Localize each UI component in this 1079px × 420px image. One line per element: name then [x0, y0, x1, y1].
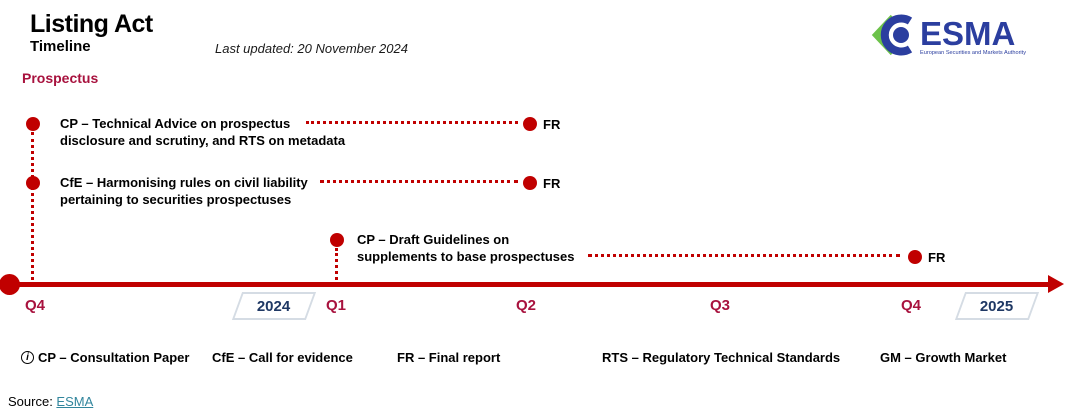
legend-item-fr: FR – Final report — [397, 350, 501, 365]
milestone-end-dot — [523, 176, 537, 190]
axis-quarter-label: Q3 — [710, 297, 731, 314]
item-line1: CfE – Harmonising rules on civil liabili… — [60, 175, 308, 190]
item-line2: supplements to base prospectuses — [357, 249, 575, 264]
vertical-connector-line — [31, 132, 34, 280]
logo-crescent-icon — [880, 14, 913, 56]
item-line1: CP – Technical Advice on prospectus — [60, 116, 291, 131]
axis-quarter-label: Q2 — [516, 297, 537, 314]
axis-quarter-label: Q1 — [326, 297, 347, 314]
dotted-leader-line — [320, 180, 518, 183]
logo-eye-icon — [893, 27, 909, 43]
item-line2: disclosure and scrutiny, and RTS on meta… — [60, 133, 346, 148]
timeline-axis — [8, 282, 1050, 287]
item-line1: CP – Draft Guidelines on — [357, 232, 510, 247]
esma-logo: ESMA European Securities and Markets Aut… — [871, 14, 1026, 56]
year-badge-2025: 2025 — [954, 292, 1040, 320]
milestone-end-dot — [523, 117, 537, 131]
info-icon: i — [21, 351, 34, 364]
year-label: 2024 — [257, 297, 291, 315]
axis-quarter-label: Q4 — [901, 297, 922, 314]
timeline-item-label: CfE – Harmonising rules on civil liabili… — [60, 174, 308, 208]
dotted-leader-line — [306, 121, 518, 124]
axis-arrowhead-icon — [1048, 275, 1064, 293]
axis-quarter-label: Q4 — [25, 297, 46, 314]
item-line2: pertaining to securities prospectuses — [60, 192, 292, 207]
source-line: Source: ESMA — [8, 394, 93, 409]
source-link[interactable]: ESMA — [56, 394, 94, 409]
milestone-end-dot — [908, 250, 922, 264]
vertical-connector-line — [335, 248, 338, 280]
year-badge-2024: 2024 — [231, 292, 317, 320]
last-updated-text: Last updated: 20 November 2024 — [215, 41, 408, 56]
legend-item-gm: GM – Growth Market — [880, 350, 1007, 365]
page-title: Listing Act — [30, 10, 153, 38]
end-marker-label: FR — [543, 117, 561, 132]
legend-item-rts: RTS – Regulatory Technical Standards — [602, 350, 841, 365]
end-marker-label: FR — [543, 176, 561, 191]
legend-item-cp: CP – Consultation Paper — [38, 350, 190, 365]
dotted-leader-line — [588, 254, 900, 257]
section-title-prospectus: Prospectus — [22, 70, 99, 86]
timeline-item-label: CP – Technical Advice on prospectus disc… — [60, 115, 345, 149]
legend-item-cfe: CfE – Call for evidence — [212, 350, 353, 365]
year-label: 2025 — [980, 297, 1014, 315]
logo-tagline: European Securities and Markets Authorit… — [920, 50, 1026, 56]
axis-start-dot — [0, 274, 20, 295]
end-marker-label: FR — [928, 250, 946, 265]
timeline-item-label: CP – Draft Guidelines on supplements to … — [357, 231, 574, 265]
page-subtitle: Timeline — [30, 38, 91, 55]
source-label: Source: — [8, 394, 57, 409]
milestone-dot — [26, 117, 40, 131]
logo-wordmark: ESMA — [920, 15, 1015, 52]
milestone-dot — [330, 233, 344, 247]
